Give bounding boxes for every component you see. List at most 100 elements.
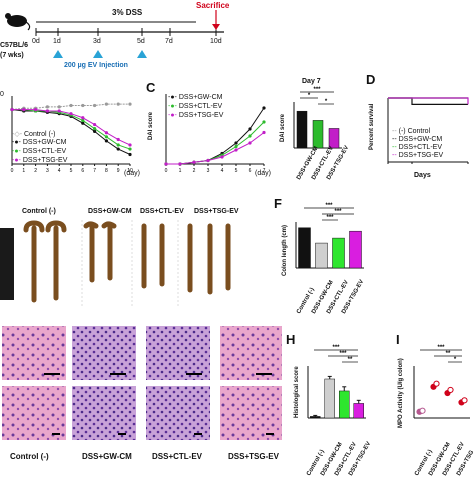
series-line bbox=[11, 103, 130, 111]
data-point bbox=[248, 134, 252, 138]
x-tick-label: 6 bbox=[249, 168, 252, 174]
data-point bbox=[116, 143, 120, 147]
sig-label: *** bbox=[332, 345, 340, 351]
survival-chart bbox=[387, 97, 469, 164]
data-point bbox=[10, 108, 14, 112]
histo-label-1: DSS+GW-CM bbox=[82, 452, 132, 461]
data-point bbox=[164, 162, 168, 166]
survival-ylabel: Percent survival bbox=[369, 103, 375, 150]
sig-label: * bbox=[308, 93, 311, 99]
data-point bbox=[81, 103, 85, 108]
data-point bbox=[45, 105, 50, 109]
x-tick-label: 5 bbox=[70, 168, 73, 174]
sig-label: *** bbox=[325, 203, 333, 209]
colon-length-ylabel: Colon length (cm) bbox=[282, 225, 288, 276]
x-tick-label: 1 bbox=[22, 168, 25, 174]
survival-legend-gwcm: -- DSS+GW-CM bbox=[392, 136, 443, 143]
colon-label-0: Control (-) bbox=[22, 208, 56, 215]
histology-images bbox=[2, 326, 282, 440]
sig-label: * bbox=[454, 357, 457, 363]
data-point bbox=[433, 380, 440, 387]
histo-ylabel: Histological score bbox=[294, 366, 300, 418]
data-point bbox=[128, 143, 132, 147]
bar bbox=[349, 230, 362, 269]
dai-legend-gwcm: -●- DSS+GW-CM bbox=[168, 94, 223, 101]
panel-h-letter: H bbox=[286, 332, 296, 347]
data-point bbox=[93, 127, 97, 131]
bar bbox=[353, 403, 364, 419]
day7-title: Day 7 bbox=[302, 78, 321, 85]
dai-legend-tsg: -●- DSS+TSG-EV bbox=[168, 112, 224, 119]
data-point bbox=[461, 397, 468, 404]
day-7: 7d bbox=[165, 38, 173, 45]
data-point bbox=[234, 148, 238, 152]
panel-d-letter: D bbox=[366, 72, 376, 87]
data-point bbox=[104, 139, 108, 143]
series-line bbox=[166, 132, 265, 165]
x-tick-label: 10 bbox=[127, 168, 133, 174]
series-line bbox=[388, 97, 468, 105]
data-point bbox=[447, 386, 454, 394]
bar bbox=[296, 110, 308, 149]
data-point bbox=[192, 160, 196, 164]
day-10: 10d bbox=[210, 38, 222, 45]
data-point bbox=[248, 127, 252, 131]
data-point bbox=[206, 158, 210, 163]
data-point bbox=[69, 103, 73, 108]
sig-label: ** bbox=[446, 351, 451, 357]
series-line bbox=[388, 97, 469, 105]
mpo-ylabel: MPO Activity (U/g colon) bbox=[398, 358, 404, 428]
x-tick-label: 1 bbox=[179, 168, 182, 174]
survival-legend-control: -- (-) Control bbox=[392, 128, 431, 135]
sig-label: ** bbox=[348, 357, 353, 363]
data-point bbox=[128, 152, 132, 157]
weight-xlabel: (day) bbox=[124, 170, 140, 177]
sig-label: *** bbox=[437, 345, 445, 351]
colon-label-1: DSS+GW-CM bbox=[88, 208, 132, 215]
survival-xlabel: Days bbox=[414, 172, 431, 179]
dai-ylabel: DAI score bbox=[148, 111, 154, 140]
x-tick-label: 4 bbox=[58, 168, 61, 174]
x-tick-label: 0 bbox=[165, 168, 168, 174]
weight-legend-ctl: -●- DSS+CTL-EV bbox=[12, 148, 67, 155]
data-point bbox=[128, 147, 132, 151]
weight-legend-gwcm: -●- DSS+GW-CM bbox=[12, 139, 67, 146]
bar bbox=[328, 128, 340, 149]
mouse-age: (7 wks) bbox=[0, 52, 24, 59]
survival-legend-tsg: -- DSS+TSG-EV bbox=[392, 152, 444, 159]
bar bbox=[332, 237, 345, 269]
data-point bbox=[419, 407, 426, 414]
data-point bbox=[81, 121, 85, 125]
colon-photo bbox=[0, 218, 246, 308]
data-point bbox=[34, 108, 38, 112]
injection-label: 200 µg EV Injection bbox=[64, 62, 128, 69]
data-point bbox=[22, 108, 26, 112]
data-point bbox=[178, 162, 182, 166]
data-point bbox=[234, 141, 238, 145]
bar bbox=[315, 242, 328, 269]
data-point bbox=[93, 122, 97, 127]
x-tick-label: 6 bbox=[81, 168, 84, 174]
x-tick-label: 2 bbox=[34, 168, 37, 174]
timeline-axis bbox=[35, 10, 224, 36]
data-point bbox=[116, 147, 120, 151]
bar bbox=[312, 120, 324, 149]
data-point bbox=[104, 131, 108, 135]
survival-legend-ctl: -- DSS+CTL-EV bbox=[392, 144, 442, 151]
data-point bbox=[128, 102, 132, 106]
injection-arrows bbox=[53, 50, 147, 58]
x-tick-label: 2 bbox=[193, 168, 196, 174]
colon-label-3: DSS+TSG-EV bbox=[194, 208, 239, 215]
dai-legend-ctl: -●- DSS+CTL-EV bbox=[168, 103, 223, 110]
x-tick-label: 4 bbox=[221, 168, 224, 174]
sig-label: *** bbox=[326, 215, 334, 221]
bar bbox=[339, 390, 350, 419]
x-tick-label: 7 bbox=[263, 168, 266, 174]
data-point bbox=[234, 144, 238, 149]
x-tick-label: 5 bbox=[235, 168, 238, 174]
histo-score-chart: ******** bbox=[307, 345, 366, 419]
data-point bbox=[81, 118, 85, 123]
panel-f-letter: F bbox=[274, 196, 282, 211]
day-1: 1d bbox=[53, 38, 61, 45]
x-tick-label: 7 bbox=[93, 168, 96, 174]
